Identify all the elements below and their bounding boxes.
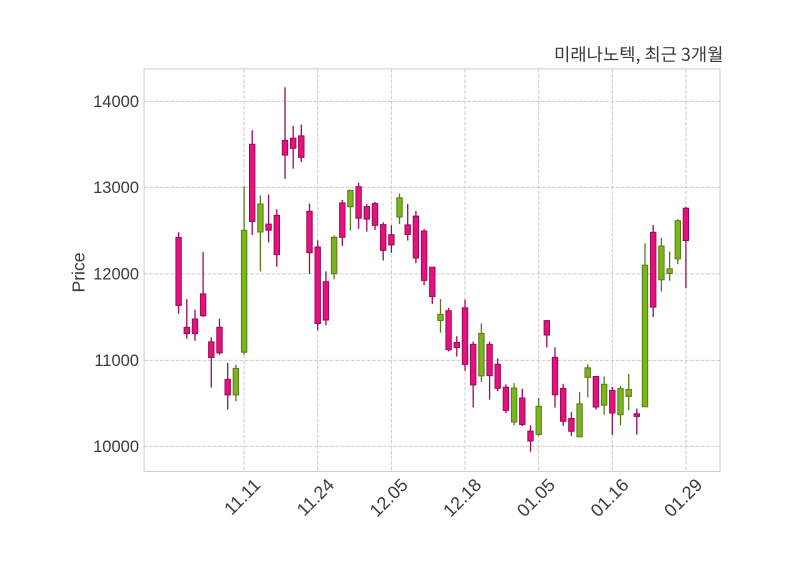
svg-text:14000: 14000 bbox=[93, 93, 139, 111]
svg-text:13000: 13000 bbox=[93, 179, 139, 197]
svg-text:11000: 11000 bbox=[94, 352, 139, 370]
svg-text:10000: 10000 bbox=[93, 438, 139, 456]
svg-text:Price: Price bbox=[69, 253, 89, 293]
svg-text:12000: 12000 bbox=[93, 266, 139, 284]
